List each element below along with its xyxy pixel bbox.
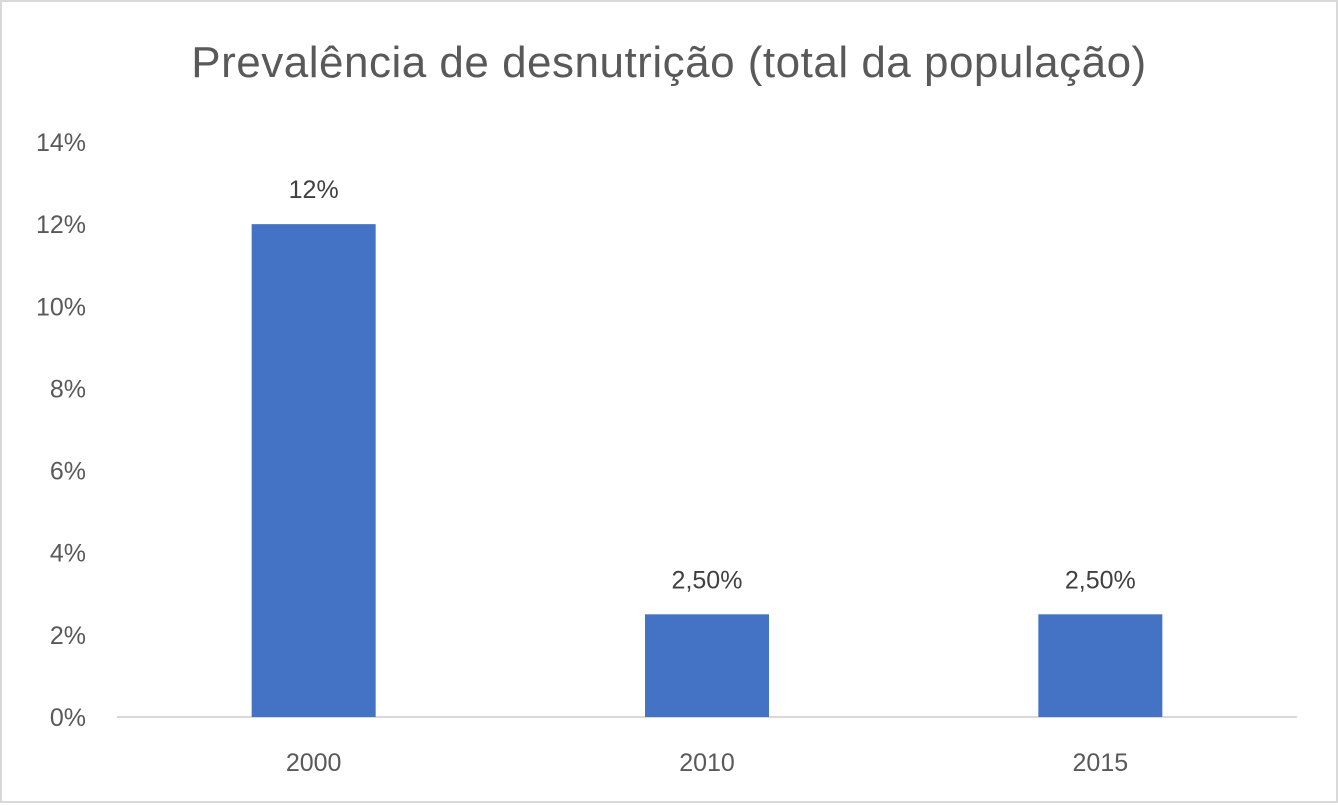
x-tick-label: 2010 xyxy=(679,749,735,777)
data-label: 2,50% xyxy=(672,566,743,594)
y-tick-label: 8% xyxy=(50,375,86,403)
y-tick-label: 10% xyxy=(36,293,86,321)
chart-title: Prevalência de desnutrição (total da pop… xyxy=(191,38,1147,87)
y-tick-label: 0% xyxy=(50,704,86,732)
y-tick-label: 2% xyxy=(50,622,86,650)
data-label: 12% xyxy=(289,176,339,204)
y-tick-label: 12% xyxy=(36,211,86,239)
bar-2010 xyxy=(645,614,769,717)
x-tick-label: 2015 xyxy=(1073,749,1129,777)
y-tick-label: 6% xyxy=(50,458,86,486)
bar-2000 xyxy=(251,224,376,717)
y-tick-label: 14% xyxy=(36,129,86,157)
bar-2015 xyxy=(1038,614,1163,717)
x-tick-label: 2000 xyxy=(286,749,342,777)
data-label: 2,50% xyxy=(1065,566,1136,594)
y-tick-label: 4% xyxy=(50,540,86,568)
